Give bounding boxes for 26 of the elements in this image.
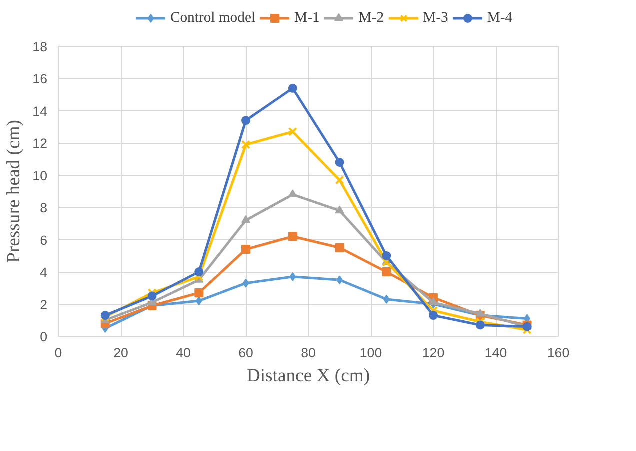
x-tick-label: 60 xyxy=(238,346,254,360)
x-tick-label: 120 xyxy=(422,346,445,360)
y-tick-label: 18 xyxy=(32,40,48,54)
x-tick-label: 40 xyxy=(176,346,191,360)
y-tick-label: 0 xyxy=(40,330,48,344)
y-tick-label: 4 xyxy=(40,265,48,280)
y-tick-label: 2 xyxy=(40,297,48,312)
x-tick-label: 140 xyxy=(484,346,508,360)
legend-label: M-2 xyxy=(358,10,384,26)
legend-label: M-3 xyxy=(423,10,448,26)
y-tick-label: 16 xyxy=(32,72,48,87)
legend-label: Control model xyxy=(170,10,256,26)
y-tick-label: 14 xyxy=(32,104,48,119)
x-tick-label: 100 xyxy=(360,346,382,360)
y-axis-title: Pressure head (cm) xyxy=(4,120,25,263)
x-tick-label: 160 xyxy=(547,346,570,360)
x-axis-title: Distance X (cm) xyxy=(246,366,370,386)
y-tick-label: 12 xyxy=(32,136,48,152)
y-tick-label: 6 xyxy=(40,232,48,248)
x-tick-label: 20 xyxy=(114,346,128,360)
x-tick-label: 0 xyxy=(54,346,62,360)
y-tick-label: 8 xyxy=(40,200,48,216)
legend-label: M-4 xyxy=(487,10,513,26)
y-tick-label: 10 xyxy=(32,168,48,184)
x-tick-label: 80 xyxy=(301,346,316,360)
legend-label: M-1 xyxy=(294,10,320,26)
